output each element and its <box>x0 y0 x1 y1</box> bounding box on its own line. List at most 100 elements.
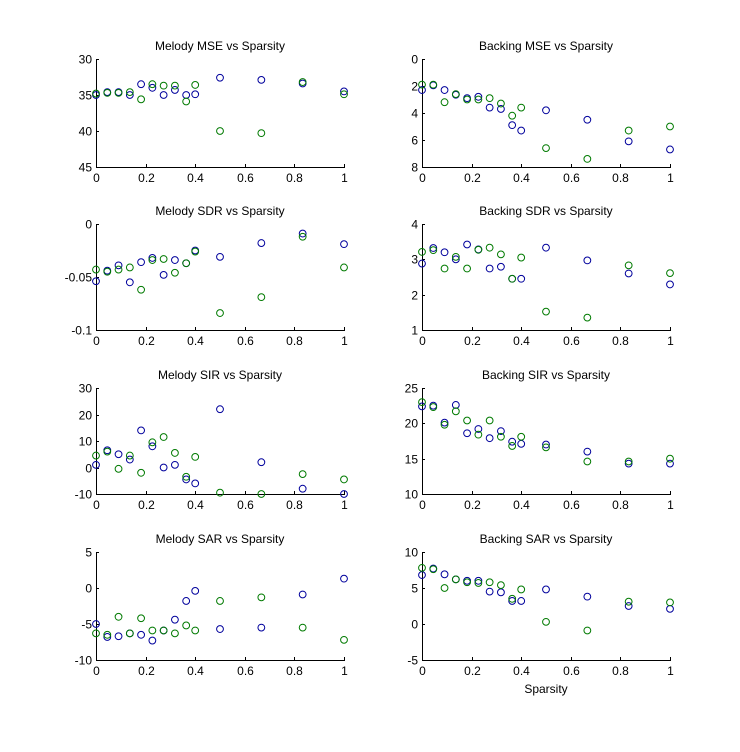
data-point-blue <box>258 240 265 247</box>
y-tick-label: 3 <box>411 253 418 267</box>
data-point-green <box>667 455 674 462</box>
data-point-blue <box>138 259 145 266</box>
data-point-blue <box>441 87 448 94</box>
data-point-green <box>584 458 591 465</box>
chart-title: Backing MSE vs Sparsity <box>479 39 613 53</box>
x-tick-label: 0 <box>93 498 100 512</box>
data-point-green <box>138 286 145 293</box>
data-point-green <box>341 264 348 271</box>
data-point-blue <box>667 146 674 153</box>
data-point-green <box>217 489 224 496</box>
data-point-blue <box>149 443 156 450</box>
x-tick-label: 1 <box>667 171 674 185</box>
data-point-blue <box>464 430 471 437</box>
x-tick-label: 0.2 <box>464 664 481 678</box>
x-tick-label: 0.8 <box>286 498 303 512</box>
x-tick-label: 0.6 <box>563 171 580 185</box>
data-point-green <box>160 434 167 441</box>
y-tick-label: 2 <box>411 80 418 94</box>
data-point-green <box>299 624 306 631</box>
x-tick-label: 1 <box>341 334 348 348</box>
data-point-blue <box>584 116 591 123</box>
data-point-blue <box>192 480 199 487</box>
x-tick-label: 0.4 <box>187 664 204 678</box>
data-point-blue <box>192 587 199 594</box>
data-point-green <box>115 465 122 472</box>
data-point-green <box>160 82 167 89</box>
data-point-blue <box>138 427 145 434</box>
data-point-green <box>441 585 448 592</box>
x-tick-label: 0 <box>419 498 426 512</box>
data-point-blue <box>192 91 199 98</box>
data-point-blue <box>543 586 550 593</box>
data-point-green <box>509 443 516 450</box>
y-tick-label: -10 <box>75 654 93 668</box>
data-point-blue <box>486 104 493 111</box>
data-point-blue <box>584 593 591 600</box>
data-point-blue <box>667 605 674 612</box>
data-point-blue <box>299 485 306 492</box>
x-tick-label: 0.2 <box>138 171 155 185</box>
data-point-blue <box>258 459 265 466</box>
x-tick-label: 0.8 <box>286 334 303 348</box>
data-point-blue <box>183 92 190 99</box>
data-point-green <box>149 439 156 446</box>
data-point-blue <box>126 456 133 463</box>
y-tick-label: 35 <box>79 89 93 103</box>
y-tick-label: 2 <box>411 289 418 303</box>
data-point-green <box>258 294 265 301</box>
data-point-blue <box>509 122 516 129</box>
x-tick-label: 0.4 <box>187 171 204 185</box>
data-point-green <box>172 269 179 276</box>
data-point-green <box>475 246 482 253</box>
x-tick-label: 0.4 <box>513 498 530 512</box>
x-tick-label: 1 <box>667 498 674 512</box>
x-tick-label: 0.8 <box>612 498 629 512</box>
data-point-green <box>115 266 122 273</box>
x-tick-label: 0 <box>419 334 426 348</box>
data-point-green <box>498 251 505 258</box>
x-tick-label: 0.4 <box>187 334 204 348</box>
x-tick-label: 0.6 <box>563 498 580 512</box>
x-tick-label: 0 <box>419 171 426 185</box>
subplot-4: Melody SIR vs Sparsity0 0.2 0.4 0.6 0.8 1-100… <box>75 368 349 512</box>
y-tick-label: 15 <box>405 453 419 467</box>
subplot-2: Melody SDR vs Sparsity 0 0.2 0.4 0.6 0.8 1 -0.1… <box>65 204 349 348</box>
data-point-blue <box>464 241 471 248</box>
data-point-blue <box>217 626 224 633</box>
data-point-blue <box>625 138 632 145</box>
data-point-green <box>584 156 591 163</box>
y-tick-label: 0 <box>85 462 92 476</box>
data-point-green <box>341 636 348 643</box>
data-point-green <box>486 417 493 424</box>
data-point-blue <box>498 263 505 270</box>
data-point-blue <box>299 591 306 598</box>
y-tick-label: 25 <box>405 382 419 396</box>
data-point-blue <box>341 241 348 248</box>
data-point-green <box>625 127 632 134</box>
data-point-green <box>441 265 448 272</box>
data-point-blue <box>172 461 179 468</box>
data-point-blue <box>115 451 122 458</box>
y-tick-label: -5 <box>81 618 92 632</box>
y-tick-label: 5 <box>85 546 92 560</box>
y-tick-label: 10 <box>405 546 419 560</box>
data-point-green <box>192 454 199 461</box>
data-point-green <box>126 452 133 459</box>
y-tick-label: 6 <box>411 134 418 148</box>
x-tick-label: 0.8 <box>612 171 629 185</box>
y-tick-label: 0 <box>85 218 92 232</box>
x-tick-label: 0.4 <box>513 171 530 185</box>
y-tick-label: 4 <box>411 107 418 121</box>
x-tick-label: 0 <box>93 334 100 348</box>
y-tick-label: 0 <box>85 582 92 596</box>
x-tick-label: 0.4 <box>187 498 204 512</box>
x-tick-label: 0.2 <box>138 664 155 678</box>
x-axis-label: Sparsity <box>524 682 567 696</box>
data-point-green <box>486 244 493 251</box>
data-point-green <box>464 265 471 272</box>
x-tick-label: 0 <box>93 664 100 678</box>
chart-title: Melody SAR vs Sparsity <box>156 532 285 546</box>
data-point-green <box>115 613 122 620</box>
x-tick-label: 1 <box>341 171 348 185</box>
